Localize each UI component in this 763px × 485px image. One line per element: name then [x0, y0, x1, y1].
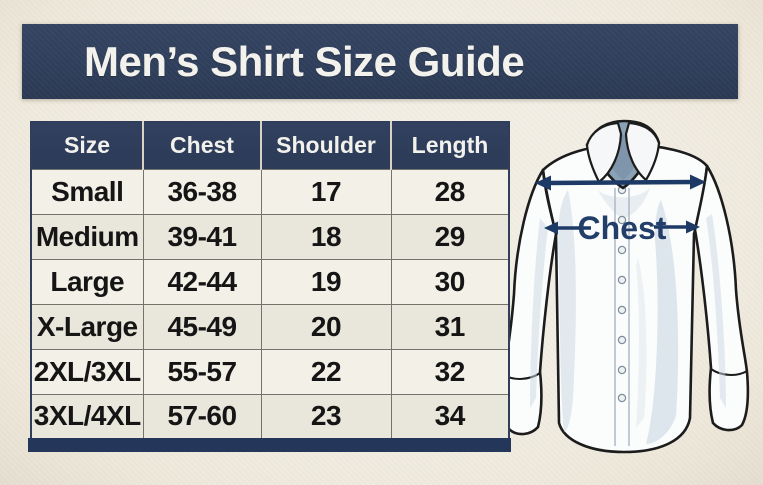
cell-size: Large	[30, 258, 144, 305]
column-header-length: Length	[390, 122, 509, 169]
title-banner: Men’s Shirt Size Guide	[22, 24, 738, 99]
cell-shoulder: 17	[260, 168, 392, 215]
column-header-size: Size	[31, 122, 143, 169]
cell-length: 30	[390, 258, 510, 305]
right-sleeve	[693, 164, 750, 432]
cell-shoulder: 22	[260, 348, 392, 395]
table-row: Medium 39-41 18 29	[30, 213, 510, 260]
size-table-container: Size Chest Shoulder Length Small 36-38 1…	[30, 121, 510, 440]
cell-size: 2XL/3XL	[30, 348, 144, 395]
cell-shoulder: 18	[260, 213, 392, 260]
table-row: Small 36-38 17 28	[30, 168, 510, 215]
cell-shoulder: 20	[260, 303, 392, 350]
cell-size: X-Large	[30, 303, 144, 350]
collar	[585, 119, 661, 190]
chest-label-right-arrow	[654, 220, 700, 234]
chest-label-left-arrow	[544, 221, 591, 235]
chest-width-arrow	[535, 174, 706, 191]
cell-chest: 39-41	[142, 213, 262, 260]
cell-length: 32	[390, 348, 510, 395]
cell-length: 28	[390, 168, 510, 215]
cell-chest: 42-44	[142, 258, 262, 305]
cell-length: 34	[390, 393, 510, 440]
chest-label: Chest	[578, 210, 667, 246]
page-title: Men’s Shirt Size Guide	[84, 37, 525, 85]
button-placket	[614, 188, 630, 446]
table-row: 2XL/3XL 55-57 22 32	[30, 348, 510, 395]
left-sleeve	[501, 168, 558, 436]
shirt-body	[541, 143, 709, 454]
table-row: X-Large 45-49 20 31	[30, 303, 510, 350]
table-row: 3XL/4XL 57-60 23 34	[30, 393, 510, 440]
cell-chest: 36-38	[142, 168, 262, 215]
cell-size: 3XL/4XL	[30, 393, 144, 440]
table-header-row: Size Chest Shoulder Length	[31, 122, 509, 169]
cell-size: Medium	[30, 213, 144, 260]
size-guide-table: Size Chest Shoulder Length Small 36-38 1…	[30, 121, 510, 440]
cell-shoulder: 23	[260, 393, 392, 440]
cell-shoulder: 19	[260, 258, 392, 305]
cell-length: 31	[390, 303, 510, 350]
chest-label-group: Chest	[544, 210, 700, 246]
cell-chest: 55-57	[142, 348, 262, 395]
cell-length: 29	[390, 213, 510, 260]
shirt-svg: Chest	[501, 119, 750, 454]
column-header-chest: Chest	[142, 122, 261, 169]
cell-chest: 57-60	[142, 393, 262, 440]
table-row: Large 42-44 19 30	[30, 258, 510, 305]
table-bottom-bar	[28, 438, 511, 452]
cell-size: Small	[30, 168, 144, 215]
column-header-shoulder: Shoulder	[260, 122, 391, 169]
cell-chest: 45-49	[142, 303, 262, 350]
shirt-illustration: Chest	[498, 98, 763, 485]
shirt-buttons	[617, 185, 627, 403]
